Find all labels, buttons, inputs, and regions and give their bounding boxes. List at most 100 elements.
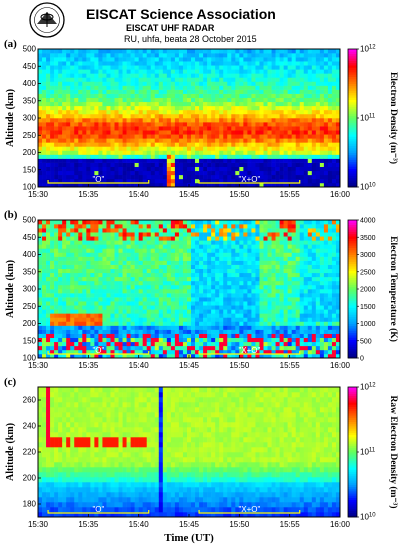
heatmap-cell [46, 276, 51, 282]
heatmap-cell [38, 109, 43, 115]
heatmap-cell [130, 317, 135, 322]
heatmap-cell [211, 69, 216, 74]
heatmap-cell [307, 268, 313, 274]
heatmap-cell [191, 305, 196, 310]
heatmap-cell [191, 73, 196, 78]
heatmap-cell [122, 353, 127, 359]
heatmap-cell [90, 69, 95, 74]
heatmap-cell [199, 333, 204, 339]
heatmap-cell [195, 154, 200, 159]
heatmap-cell [146, 337, 152, 343]
heatmap-cell [90, 81, 95, 86]
heatmap-cell [199, 93, 204, 99]
heatmap-cell [291, 301, 297, 306]
heatmap-cell [247, 130, 252, 135]
heatmap-cell [58, 134, 63, 139]
colorbar-tick-exponent: 11 [369, 114, 376, 120]
heatmap-cell [182, 77, 188, 82]
heatmap-cell [146, 49, 152, 54]
heatmap-cell [146, 244, 152, 249]
heatmap-cell [227, 49, 232, 54]
heatmap-cell [255, 305, 260, 310]
heatmap-cell [58, 53, 63, 58]
heatmap-cell [66, 220, 71, 225]
heatmap-cell [247, 134, 252, 139]
heatmap-cell [130, 341, 135, 347]
heatmap-cell [235, 232, 240, 237]
heatmap-cell [174, 101, 180, 107]
heatmap-cell [150, 317, 156, 322]
heatmap-cell [166, 109, 172, 115]
heatmap-cell [259, 69, 264, 74]
heatmap-cell [62, 113, 67, 119]
heatmap-cell [207, 146, 212, 151]
heatmap-cell [203, 142, 208, 147]
heatmap-cell [335, 174, 341, 180]
heatmap-cell [78, 77, 83, 82]
heatmap-cell [186, 126, 192, 131]
heatmap-cell [82, 297, 87, 302]
heatmap-cell [319, 97, 325, 103]
heatmap-cell [122, 301, 127, 306]
heatmap-cell [335, 142, 341, 147]
heatmap-cell [134, 256, 139, 261]
heatmap-cell [98, 57, 103, 62]
heatmap-cell [219, 264, 224, 270]
heatmap-cell [299, 182, 305, 188]
heatmap-cell [122, 260, 127, 265]
heatmap-cell [166, 65, 172, 70]
heatmap-cell [227, 337, 232, 343]
heatmap-cell [255, 289, 260, 294]
heatmap-cell [166, 325, 172, 330]
heatmap-cell [259, 174, 264, 180]
heatmap-cell [263, 297, 268, 302]
heatmap-cell [82, 293, 87, 298]
heatmap-cell [150, 65, 156, 70]
heatmap-cell [146, 162, 152, 168]
heatmap-cell [54, 325, 59, 330]
heatmap-cell [267, 73, 272, 78]
heatmap-cell [287, 53, 292, 58]
heatmap-cell [106, 345, 111, 351]
heatmap-cell [323, 126, 329, 131]
heatmap-cell [62, 309, 67, 314]
heatmap-cell [174, 158, 180, 163]
heatmap-cell [146, 268, 152, 274]
heatmap-cell [203, 105, 208, 111]
heatmap-cell [239, 268, 244, 274]
heatmap-cell [38, 284, 43, 290]
heatmap-cell [199, 113, 204, 119]
heatmap-cell [227, 178, 232, 184]
heatmap-cell [243, 97, 248, 103]
heatmap-cell [50, 174, 55, 180]
heatmap-cell [102, 272, 107, 278]
heatmap-cell [130, 256, 135, 261]
heatmap-cell [295, 81, 301, 86]
heatmap-cell [199, 317, 204, 322]
heatmap-cell [166, 85, 172, 90]
heatmap-cell [243, 109, 248, 115]
heatmap-cell [195, 313, 200, 318]
heatmap-cell [295, 109, 301, 115]
x-tick-label: 15:45 [179, 190, 200, 199]
heatmap-cell [174, 97, 180, 103]
heatmap-cell [174, 61, 180, 66]
heatmap-cell [126, 321, 131, 326]
heatmap-cell [142, 309, 148, 314]
heatmap-cell [195, 53, 200, 58]
heatmap-cell [162, 276, 168, 282]
heatmap-cell [142, 150, 148, 155]
heatmap-cell [162, 353, 168, 359]
heatmap-cell [102, 105, 107, 111]
heatmap-cell [203, 109, 208, 115]
heatmap-cell [150, 256, 156, 261]
heatmap-cell [130, 268, 135, 274]
heatmap-cell [74, 85, 79, 90]
heatmap-cell [267, 134, 272, 139]
heatmap-cell [227, 113, 232, 119]
heatmap-cell [106, 122, 111, 127]
heatmap-cell [279, 49, 284, 54]
heatmap-cell [295, 248, 301, 253]
heatmap-cell [227, 260, 232, 265]
heatmap-cell [42, 178, 47, 184]
